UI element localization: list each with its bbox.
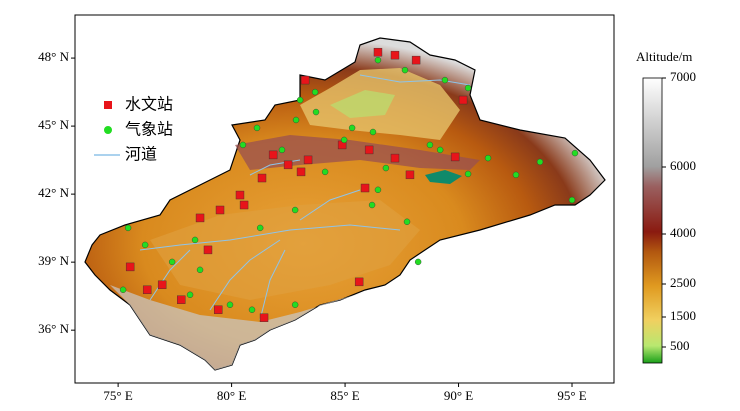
weather-station [568,196,576,204]
weather-station [124,224,132,232]
hydrological-station [235,190,245,200]
weather-station [291,301,299,308]
colorbar-tick-label: 7000 [670,69,696,84]
hydrological-station [296,167,306,177]
hydrological-station [195,213,205,223]
lowland [330,90,395,118]
hydrological-station [390,153,400,163]
legend-label: 水文站 [125,96,173,114]
markers [119,47,579,322]
hydrological-station [411,55,421,65]
weather-station [278,146,286,154]
weather-station [119,286,127,294]
weather-station [369,128,377,136]
colorbar-tick-label: 500 [670,338,690,353]
x-tick-label: 85° E [330,388,359,403]
x-tick-label: 95° E [557,388,586,403]
colorbar-tick-label: 4000 [670,225,696,240]
hydrological-station [259,313,269,322]
tianshan [235,135,480,170]
weather-station [484,154,492,162]
weather-station [196,266,204,274]
hydrological-station [390,50,400,60]
weather-station [348,124,356,132]
turpan-basin [425,170,462,184]
weather-station [512,171,520,179]
hydrological-station [354,277,364,287]
weather-station [296,96,304,104]
colorbar-title: Altitude/m [636,49,692,64]
y-tick-label: 39° N [38,253,69,268]
y-tick-label: 48° N [38,49,69,64]
weather-station [186,291,194,298]
weather-station [311,88,319,96]
weather-station [403,218,411,225]
weather-station [426,141,434,149]
weather-station [291,206,299,214]
y-tick-label: 45° N [38,117,69,132]
weather-station [464,84,472,92]
y-tick-label: 42° N [38,185,69,200]
hydrological-station [214,305,223,314]
hydrological-station [239,200,249,210]
weather-station [374,56,382,64]
weather-station [256,224,264,232]
weather-station [464,170,472,178]
hydrological-station [283,160,293,170]
weather-station [239,141,247,149]
hydrological-station [215,205,225,215]
legend-marker [104,126,112,134]
weather-station [141,241,149,249]
hydrological-station [300,75,310,85]
weather-station [374,186,382,194]
hydrological-station [203,245,213,255]
weather-station [340,136,348,144]
hydrological-station [157,280,167,290]
weather-station [191,236,199,244]
weather-station [536,158,544,166]
weather-station [441,76,449,84]
weather-station [248,306,256,313]
weather-station [292,116,300,124]
colorbar [642,77,663,364]
legend-marker [104,101,112,109]
x-tick-label: 75° E [103,388,132,403]
colorbar-tick-label: 1500 [670,308,696,323]
hydrological-station [373,47,383,57]
legend-label: 气象站 [125,121,173,139]
colorbar-tick-label: 2500 [670,275,696,290]
weather-station [312,108,320,116]
hydrological-station [177,295,186,304]
hydrological-station [360,183,370,193]
rivers [139,74,471,321]
hydrological-station [268,150,278,160]
weather-station [321,168,329,176]
weather-station [401,66,409,74]
hydrological-station [257,173,267,183]
x-tick-label: 90° E [444,388,473,403]
weather-station [368,201,376,209]
weather-station [168,258,176,266]
hydrological-station [303,155,313,165]
hydrological-station [458,95,468,105]
colorbar-tick-label: 6000 [670,158,696,173]
weather-station [382,164,390,172]
hydrological-station [364,145,374,155]
hydrological-station [142,285,152,295]
x-tick-label: 80° E [217,388,246,403]
hydrological-station [450,152,460,162]
legend-label: 河道 [125,146,157,164]
weather-station [571,149,579,157]
hydrological-station [405,170,415,180]
y-tick-label: 36° N [38,321,69,336]
weather-station [436,146,444,154]
kunlun [110,285,365,370]
weather-station [253,124,261,132]
hydrological-station [125,262,135,272]
weather-station [226,301,234,308]
weather-station [414,258,422,266]
